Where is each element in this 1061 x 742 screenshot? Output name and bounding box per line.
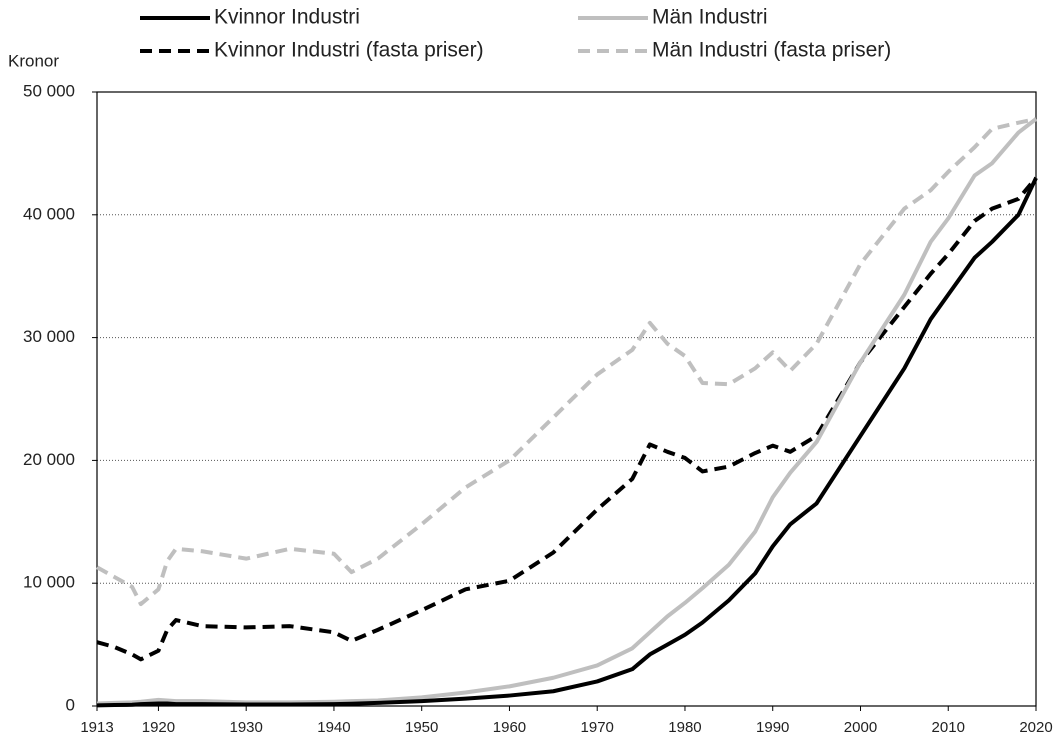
y-tick-label: 40 000 — [23, 204, 75, 223]
legend-label: Kvinnor Industri (fasta priser) — [214, 39, 484, 62]
series-line — [96, 177, 1038, 708]
y-tick-label: 10 000 — [23, 573, 75, 592]
legend-label: Män Industri — [652, 6, 768, 29]
x-tick-label: 1913 — [80, 719, 113, 736]
x-tick-label: 1960 — [493, 719, 526, 736]
x-tick-label: 2020 — [1019, 719, 1052, 736]
series-line — [96, 117, 1037, 607]
x-tick-label: 1920 — [142, 719, 175, 736]
x-tick-label: 2010 — [932, 719, 965, 736]
x-tick-label: 1990 — [756, 719, 789, 736]
x-tick-label: 1940 — [317, 719, 350, 736]
legend-label: Män Industri (fasta priser) — [652, 39, 891, 62]
series-line — [96, 117, 1038, 706]
y-tick-label: 20 000 — [23, 450, 75, 469]
x-tick-label: 1930 — [229, 719, 262, 736]
plot-frame — [96, 91, 1037, 707]
legend-label: Kvinnor Industri — [214, 6, 360, 29]
x-tick-label: 1980 — [668, 719, 701, 736]
x-tick-label: 1950 — [405, 719, 438, 736]
x-tick-label: 2000 — [844, 719, 877, 736]
y-tick-label: 50 000 — [23, 81, 75, 100]
y-axis-label: Kronor — [8, 51, 59, 70]
x-tick-label: 1970 — [581, 719, 614, 736]
series-line — [96, 176, 1038, 662]
y-tick-label: 0 — [66, 695, 75, 714]
y-tick-label: 30 000 — [23, 327, 75, 346]
